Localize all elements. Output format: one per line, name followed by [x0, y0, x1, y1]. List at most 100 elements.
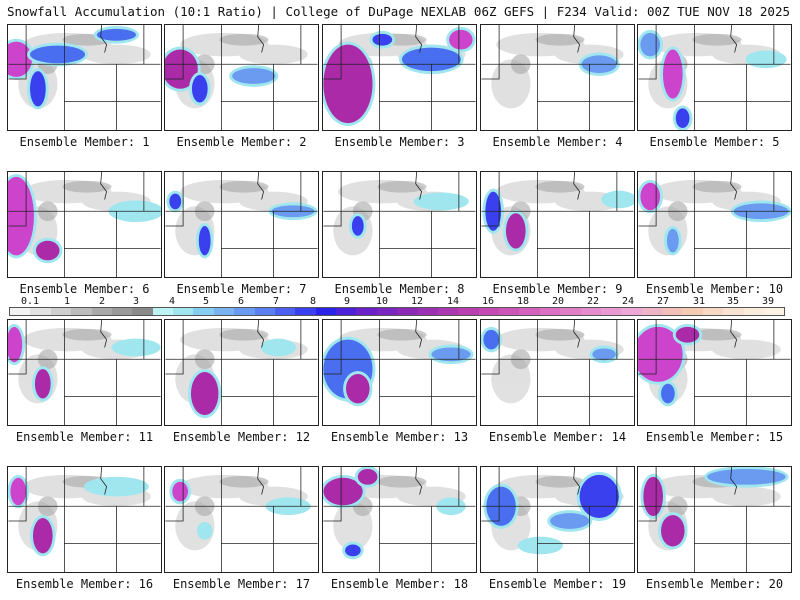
ensemble-member-map-5: [637, 24, 792, 131]
ensemble-member-label: Ensemble Member: 18: [330, 577, 469, 591]
ensemble-member-map-10: [637, 171, 792, 278]
ensemble-member-label: Ensemble Member: 13: [330, 430, 469, 444]
snowfall-map-graphic: [323, 25, 476, 130]
colorbar-swatch: [560, 308, 581, 315]
snowfall-map-graphic: [638, 25, 791, 130]
ensemble-member-map-6: [7, 171, 162, 278]
snowfall-map-graphic: [165, 467, 318, 572]
ensemble-member-map-2: [164, 24, 319, 131]
colorbar-swatch: [10, 308, 31, 315]
ensemble-member-label: Ensemble Member: 1: [19, 135, 150, 149]
snowfall-map-graphic: [638, 172, 791, 277]
snowfall-map-graphic: [323, 467, 476, 572]
colorbar-swatch: [30, 308, 51, 315]
ensemble-member-label: Ensemble Member: 20: [645, 577, 784, 591]
ensemble-member-map-12: [164, 319, 319, 426]
snowfall-map-graphic: [165, 320, 318, 425]
ensemble-member-map-11: [7, 319, 162, 426]
colorbar-swatch: [193, 308, 214, 315]
colorbar-swatch: [682, 308, 703, 315]
snowfall-map-graphic: [165, 25, 318, 130]
colorbar-swatch: [376, 308, 398, 315]
colorbar-swatch: [254, 308, 275, 315]
colorbar-swatch: [315, 308, 336, 315]
ensemble-member-label: Ensemble Member: 19: [488, 577, 627, 591]
colorbar-swatch: [519, 308, 540, 315]
ensemble-member-map-7: [164, 171, 319, 278]
colorbar-swatch: [641, 308, 662, 315]
colorbar-tick-label: 14: [446, 296, 460, 307]
snowfall-map-graphic: [8, 467, 161, 572]
colorbar-tick-label: 22: [586, 296, 600, 307]
colorbar-tick-label: 27: [656, 296, 670, 307]
ensemble-member-map-18: [322, 466, 477, 573]
ensemble-member-label: Ensemble Member: 17: [172, 577, 311, 591]
colorbar-swatch: [458, 308, 479, 315]
colorbar-tick-label: 6: [237, 296, 245, 307]
colorbar-swatch: [600, 308, 622, 315]
colorbar-swatch: [356, 308, 377, 315]
colorbar-swatch: [662, 308, 683, 315]
colorbar-swatch: [743, 308, 764, 315]
colorbar-swatch: [50, 308, 72, 315]
snowfall-map-graphic: [8, 172, 161, 277]
colorbar-tick-label: 10: [375, 296, 389, 307]
ensemble-member-map-17: [164, 466, 319, 573]
colorbar-tick-label: 7: [272, 296, 280, 307]
ensemble-member-map-14: [480, 319, 635, 426]
colorbar-swatch: [295, 308, 316, 315]
colorbar-swatch: [702, 308, 724, 315]
colorbar-tick-label: 1: [63, 296, 71, 307]
snowfall-colorbar: [9, 307, 785, 316]
ensemble-member-map-3: [322, 24, 477, 131]
ensemble-member-map-8: [322, 171, 477, 278]
ensemble-member-label: Ensemble Member: 6: [19, 282, 150, 296]
colorbar-swatch: [91, 308, 112, 315]
colorbar-tick-label: 16: [481, 296, 495, 307]
ensemble-member-label: Ensemble Member: 11: [15, 430, 154, 444]
ensemble-member-label: Ensemble Member: 16: [15, 577, 154, 591]
colorbar-swatch: [580, 308, 601, 315]
colorbar-swatch: [71, 308, 92, 315]
ensemble-member-label: Ensemble Member: 5: [649, 135, 780, 149]
ensemble-member-map-20: [637, 466, 792, 573]
colorbar-swatch: [417, 308, 438, 315]
ensemble-member-label: Ensemble Member: 3: [334, 135, 465, 149]
colorbar-tick-label: 18: [516, 296, 530, 307]
snowfall-map-graphic: [638, 467, 791, 572]
colorbar-swatch: [539, 308, 561, 315]
snowfall-map-graphic: [481, 172, 634, 277]
colorbar-tick-label: 12: [410, 296, 424, 307]
ensemble-member-map-15: [637, 319, 792, 426]
colorbar-swatch: [234, 308, 255, 315]
snowfall-map-graphic: [323, 172, 476, 277]
colorbar-tick-label: 3: [132, 296, 140, 307]
ensemble-member-label: Ensemble Member: 14: [488, 430, 627, 444]
ensemble-member-label: Ensemble Member: 7: [176, 282, 307, 296]
snowfall-map-graphic: [8, 320, 161, 425]
colorbar-swatch: [763, 308, 785, 315]
ensemble-member-label: Ensemble Member: 10: [645, 282, 784, 296]
colorbar-tick-label: 0.1: [20, 296, 40, 307]
map-title: Snowfall Accumulation (10:1 Ratio) | Col…: [7, 4, 467, 19]
colorbar-tick-label: 35: [726, 296, 740, 307]
ensemble-member-label: Ensemble Member: 2: [176, 135, 307, 149]
colorbar-swatch: [213, 308, 235, 315]
colorbar-swatch: [478, 308, 499, 315]
snowfall-map-graphic: [165, 172, 318, 277]
ensemble-member-map-1: [7, 24, 162, 131]
ensemble-member-map-13: [322, 319, 477, 426]
snowfall-map-graphic: [8, 25, 161, 130]
colorbar-swatch: [723, 308, 744, 315]
colorbar-tick-label: 31: [692, 296, 706, 307]
colorbar-swatch: [437, 308, 459, 315]
ensemble-member-label: Ensemble Member: 15: [645, 430, 784, 444]
ensemble-member-map-4: [480, 24, 635, 131]
colorbar-swatch: [499, 308, 520, 315]
ensemble-member-map-19: [480, 466, 635, 573]
colorbar-swatch: [274, 308, 296, 315]
colorbar-tick-label: 4: [168, 296, 176, 307]
snowfall-map-graphic: [638, 320, 791, 425]
ensemble-member-map-9: [480, 171, 635, 278]
colorbar-tick-label: 5: [202, 296, 210, 307]
